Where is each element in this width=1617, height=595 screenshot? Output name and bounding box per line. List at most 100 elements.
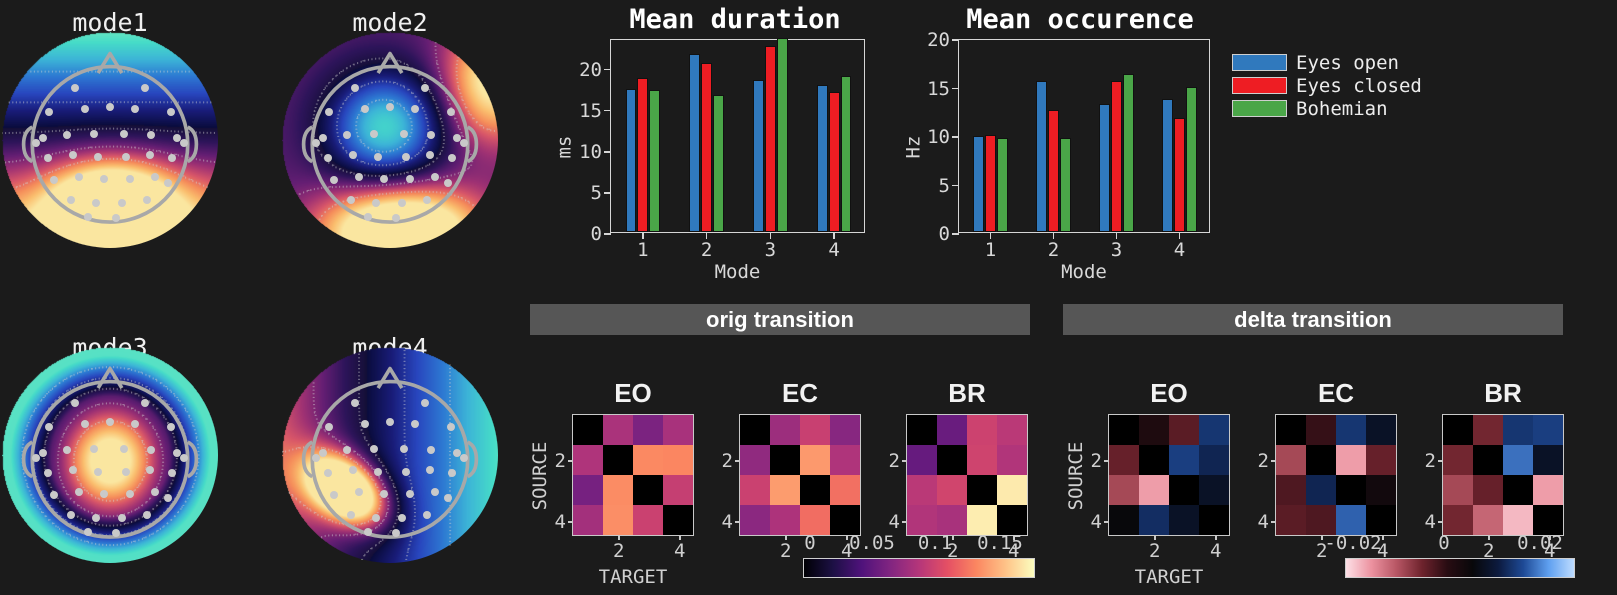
matrix-cell [907, 415, 937, 445]
matrix-cell [1366, 415, 1396, 445]
electrode-marker [39, 134, 48, 143]
matrix-cell [1443, 505, 1473, 535]
colorbar-tick-label: 0.15 [977, 532, 1023, 554]
electrode-marker [130, 104, 139, 113]
legend-label: Bohemian [1296, 97, 1388, 120]
electrode-marker [43, 154, 52, 163]
electrode-marker [32, 453, 41, 462]
electrode-marker [354, 487, 363, 496]
electrode-marker [43, 469, 52, 478]
electrode-marker [71, 399, 79, 408]
electrode-marker [459, 138, 468, 147]
matrix-y-tick: 4 [888, 510, 900, 533]
matrix-x-tick-mark [1215, 535, 1217, 540]
matrix-cell [1276, 475, 1306, 505]
matrix-cell [1276, 415, 1306, 445]
matrix-cell [1443, 415, 1473, 445]
matrix-cell [1443, 445, 1473, 475]
electrode-marker [63, 130, 72, 139]
electrode-marker [448, 469, 457, 478]
y-axis-label: ms [553, 135, 576, 159]
transition-matrix-eo: 2 4 2 4 [1091, 414, 1230, 562]
matrix-cell [1473, 475, 1503, 505]
electrode-marker [374, 467, 383, 476]
matrix-x-axis-label: TARGET [1134, 566, 1204, 588]
electrode-marker [348, 466, 357, 475]
electrode-marker [74, 172, 83, 181]
matrix-cell [740, 475, 770, 505]
colorbar [1345, 558, 1575, 578]
electrode-marker [143, 196, 152, 205]
matrix-cell [800, 475, 830, 505]
x-tick-mark [833, 232, 835, 239]
matrix-cell [770, 475, 800, 505]
y-axis-label: Hz [902, 135, 925, 159]
matrix-y-axis-label: SOURCE [529, 441, 551, 511]
matrix-cell [770, 505, 800, 535]
matrix-cell [603, 415, 633, 445]
electrode-marker [151, 487, 160, 496]
matrix-cell [997, 415, 1027, 445]
electrode-marker [343, 445, 352, 454]
electrode-marker [106, 417, 114, 426]
matrix-x-tick: 2 [613, 540, 625, 562]
electrode-marker [370, 445, 379, 454]
matrix-cell [830, 415, 860, 445]
electrode-marker [410, 104, 419, 113]
matrix-x-tick-mark [952, 535, 954, 540]
transition-matrix-br: 2 4 2 4 [889, 414, 1028, 562]
matrix-cell [663, 445, 693, 475]
matrix-cell [830, 445, 860, 475]
matrix-x-tick: 4 [1544, 540, 1556, 562]
matrix-x-tick-mark [1549, 535, 1551, 540]
matrix-cell [663, 415, 693, 445]
x-tick-label: 2 [700, 239, 713, 261]
bar-eyes-closed-mode1 [985, 134, 996, 232]
bar-eyes-closed-mode3 [764, 46, 776, 232]
orig-transition-title: orig transition [706, 306, 854, 332]
electrode-marker [172, 449, 181, 458]
bar-eyes-closed-mode2 [1048, 109, 1059, 232]
bar-bohemian-mode2 [1059, 138, 1071, 232]
x-tick-label: 4 [1173, 239, 1186, 261]
matrix-y-tick-mark [1271, 521, 1276, 523]
legend-item-eyes-open[interactable]: Eyes open [1232, 51, 1422, 74]
electrode-marker [452, 134, 461, 143]
matrix-y-tick-mark [735, 521, 740, 523]
electrode-marker [130, 419, 139, 428]
y-tick-label: 15 [579, 99, 602, 122]
electrode-marker [126, 489, 135, 498]
matrix-cell [770, 445, 800, 475]
matrix-cell [1503, 475, 1533, 505]
electrode-marker [370, 130, 379, 139]
y-tick-mark [604, 233, 611, 235]
matrix-cell [603, 445, 633, 475]
matrix-cell [1199, 445, 1229, 475]
legend-item-eyes-closed[interactable]: Eyes closed [1232, 74, 1422, 97]
electrode-marker [325, 422, 334, 431]
electrode-marker [399, 130, 408, 139]
matrix-cell [770, 415, 800, 445]
electrode-marker [147, 130, 156, 139]
matrix-cell [573, 505, 603, 535]
matrix-title-br: BR [948, 378, 986, 408]
matrix-x-tick: 4 [1008, 540, 1020, 562]
matrix-cell [800, 445, 830, 475]
electrode-marker [379, 174, 388, 183]
electrode-marker [392, 529, 401, 538]
x-tick-label: 3 [764, 239, 777, 261]
electrode-marker [106, 102, 114, 111]
matrix-cell [633, 445, 663, 475]
electrode-marker [426, 466, 435, 475]
x-tick-label: 3 [1110, 239, 1123, 261]
matrix-x-tick: 4 [1377, 540, 1389, 562]
matrix-cell [1199, 475, 1229, 505]
y-tick-mark [952, 184, 959, 187]
matrix-x-tick-mark [618, 535, 620, 540]
x-tick-mark [769, 232, 772, 239]
matrix-cell [967, 445, 997, 475]
electrode-marker [119, 445, 128, 454]
y-tick-mark [604, 151, 611, 153]
legend-item-bohemian[interactable]: Bohemian [1232, 97, 1422, 120]
electrode-marker [50, 491, 58, 500]
